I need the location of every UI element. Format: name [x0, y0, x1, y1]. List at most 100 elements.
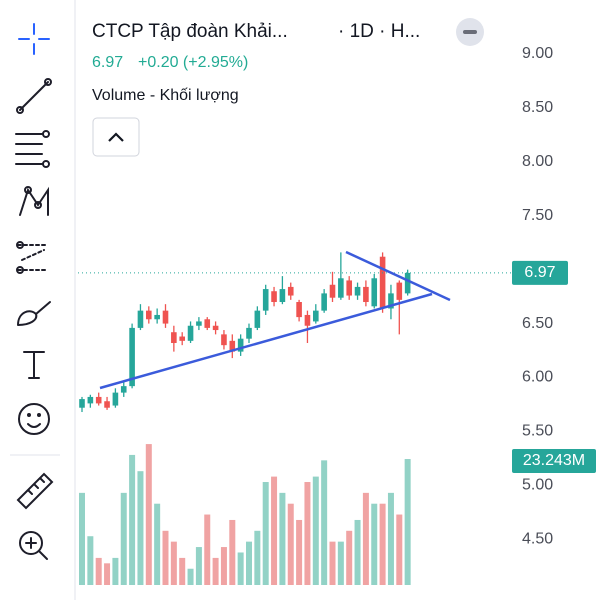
y-tick-label: 5.00 [522, 477, 553, 494]
candle-body [321, 293, 327, 311]
candle-body [404, 272, 411, 294]
volume-box [512, 449, 596, 474]
candle-body [212, 325, 219, 331]
y-tick-label: 9.00 [522, 45, 553, 62]
y-tick-label: 6.50 [522, 315, 553, 332]
y-tick-label: 4.50 [522, 531, 553, 548]
resistance-trendline [345, 250, 451, 302]
volume-bar [104, 563, 111, 585]
candle-body [79, 399, 85, 408]
candle-body [338, 278, 344, 298]
candle-body [187, 325, 194, 341]
volume-bar [179, 557, 186, 585]
volume-bar [329, 541, 336, 585]
prediction-tool[interactable] [16, 241, 49, 274]
candle-body [196, 321, 202, 326]
volume-bar [87, 536, 94, 585]
volume-bar [187, 568, 194, 585]
candle-body [204, 319, 211, 328]
y-tick-label: 6.00 [522, 369, 553, 386]
volume-bar [95, 557, 102, 585]
volume-bar [387, 492, 394, 585]
volume-bar [246, 541, 252, 585]
brush-tool[interactable] [17, 301, 51, 326]
candle-body [237, 338, 244, 352]
candle-body [120, 386, 127, 393]
volume-bar [287, 503, 294, 585]
candle-body [363, 286, 369, 303]
volume-bar [296, 519, 303, 585]
collapse-button[interactable] [456, 18, 484, 46]
candle-body [279, 289, 286, 303]
volume-bar [170, 541, 177, 585]
volume-bar [137, 471, 144, 585]
volume-bar [337, 541, 344, 585]
candle-body [246, 327, 252, 339]
y-tick-label: 8.00 [522, 153, 553, 170]
toolbar [10, 23, 60, 560]
candle-body [229, 340, 236, 352]
volume-bar [321, 460, 328, 585]
volume-bar [204, 514, 211, 585]
last-price-label: 6.97 [524, 264, 555, 281]
plot: 9.008.508.007.507.006.506.005.505.004.50… [78, 45, 596, 585]
volume-bar [312, 476, 319, 585]
candle-body [179, 336, 185, 341]
candle-body [129, 327, 135, 387]
symbol-title[interactable]: CTCP Tập đoàn Khải... [92, 21, 288, 42]
volume-bar [129, 454, 136, 585]
volume-bar [396, 514, 403, 585]
volume-bar [354, 519, 361, 585]
candle-body [396, 282, 403, 300]
last-price: 6.97 [92, 54, 123, 71]
indicator-label: Volume - Khối lượng [92, 87, 239, 104]
candle-body [262, 289, 269, 311]
volume-bar [262, 482, 269, 585]
volume-bar [304, 482, 311, 585]
candle-body [388, 293, 394, 309]
candle-body [379, 256, 386, 309]
expand-button[interactable] [92, 117, 140, 157]
price-change: +0.20 (+2.95%) [138, 54, 248, 71]
zoom-tool[interactable] [19, 531, 48, 560]
volume-bar [237, 552, 244, 585]
emoji-tool[interactable] [18, 403, 50, 435]
volume-bar [271, 476, 278, 585]
volume-bar [379, 503, 386, 585]
y-tick-label: 5.50 [522, 423, 553, 440]
candle-body [371, 278, 378, 307]
text-tool[interactable] [23, 351, 45, 379]
volume-bar [346, 530, 353, 585]
volume-bar [404, 459, 411, 585]
candle-body [171, 332, 177, 343]
candle-body [313, 310, 319, 322]
volume-bar [212, 557, 219, 585]
volume-bar [229, 519, 236, 585]
volume-bar [145, 444, 152, 585]
volume-bar [220, 547, 227, 585]
volume-bar [254, 530, 261, 585]
candle-body [95, 396, 102, 404]
volume-bar [371, 503, 378, 585]
fib-tool[interactable] [15, 130, 50, 168]
candle-body [287, 286, 294, 296]
volume-bar [195, 547, 202, 585]
candle-body [137, 310, 144, 328]
crosshair-tool[interactable] [18, 23, 50, 55]
volume-bar [279, 492, 286, 585]
candle-body [354, 286, 361, 296]
volume-bar [79, 492, 85, 585]
candle-body [329, 284, 336, 298]
volume-bar [362, 492, 369, 585]
candle-body [162, 310, 169, 324]
ruler-tool[interactable] [16, 472, 54, 510]
candle-body [254, 310, 261, 328]
trendline-tool[interactable] [16, 78, 52, 114]
pattern-tool[interactable] [19, 186, 49, 216]
interval[interactable]: · 1D · H... [338, 21, 420, 42]
volume-bar [162, 530, 169, 585]
candle-body [146, 310, 152, 320]
y-tick-label: 8.50 [522, 99, 553, 116]
support-trendline [99, 292, 433, 390]
